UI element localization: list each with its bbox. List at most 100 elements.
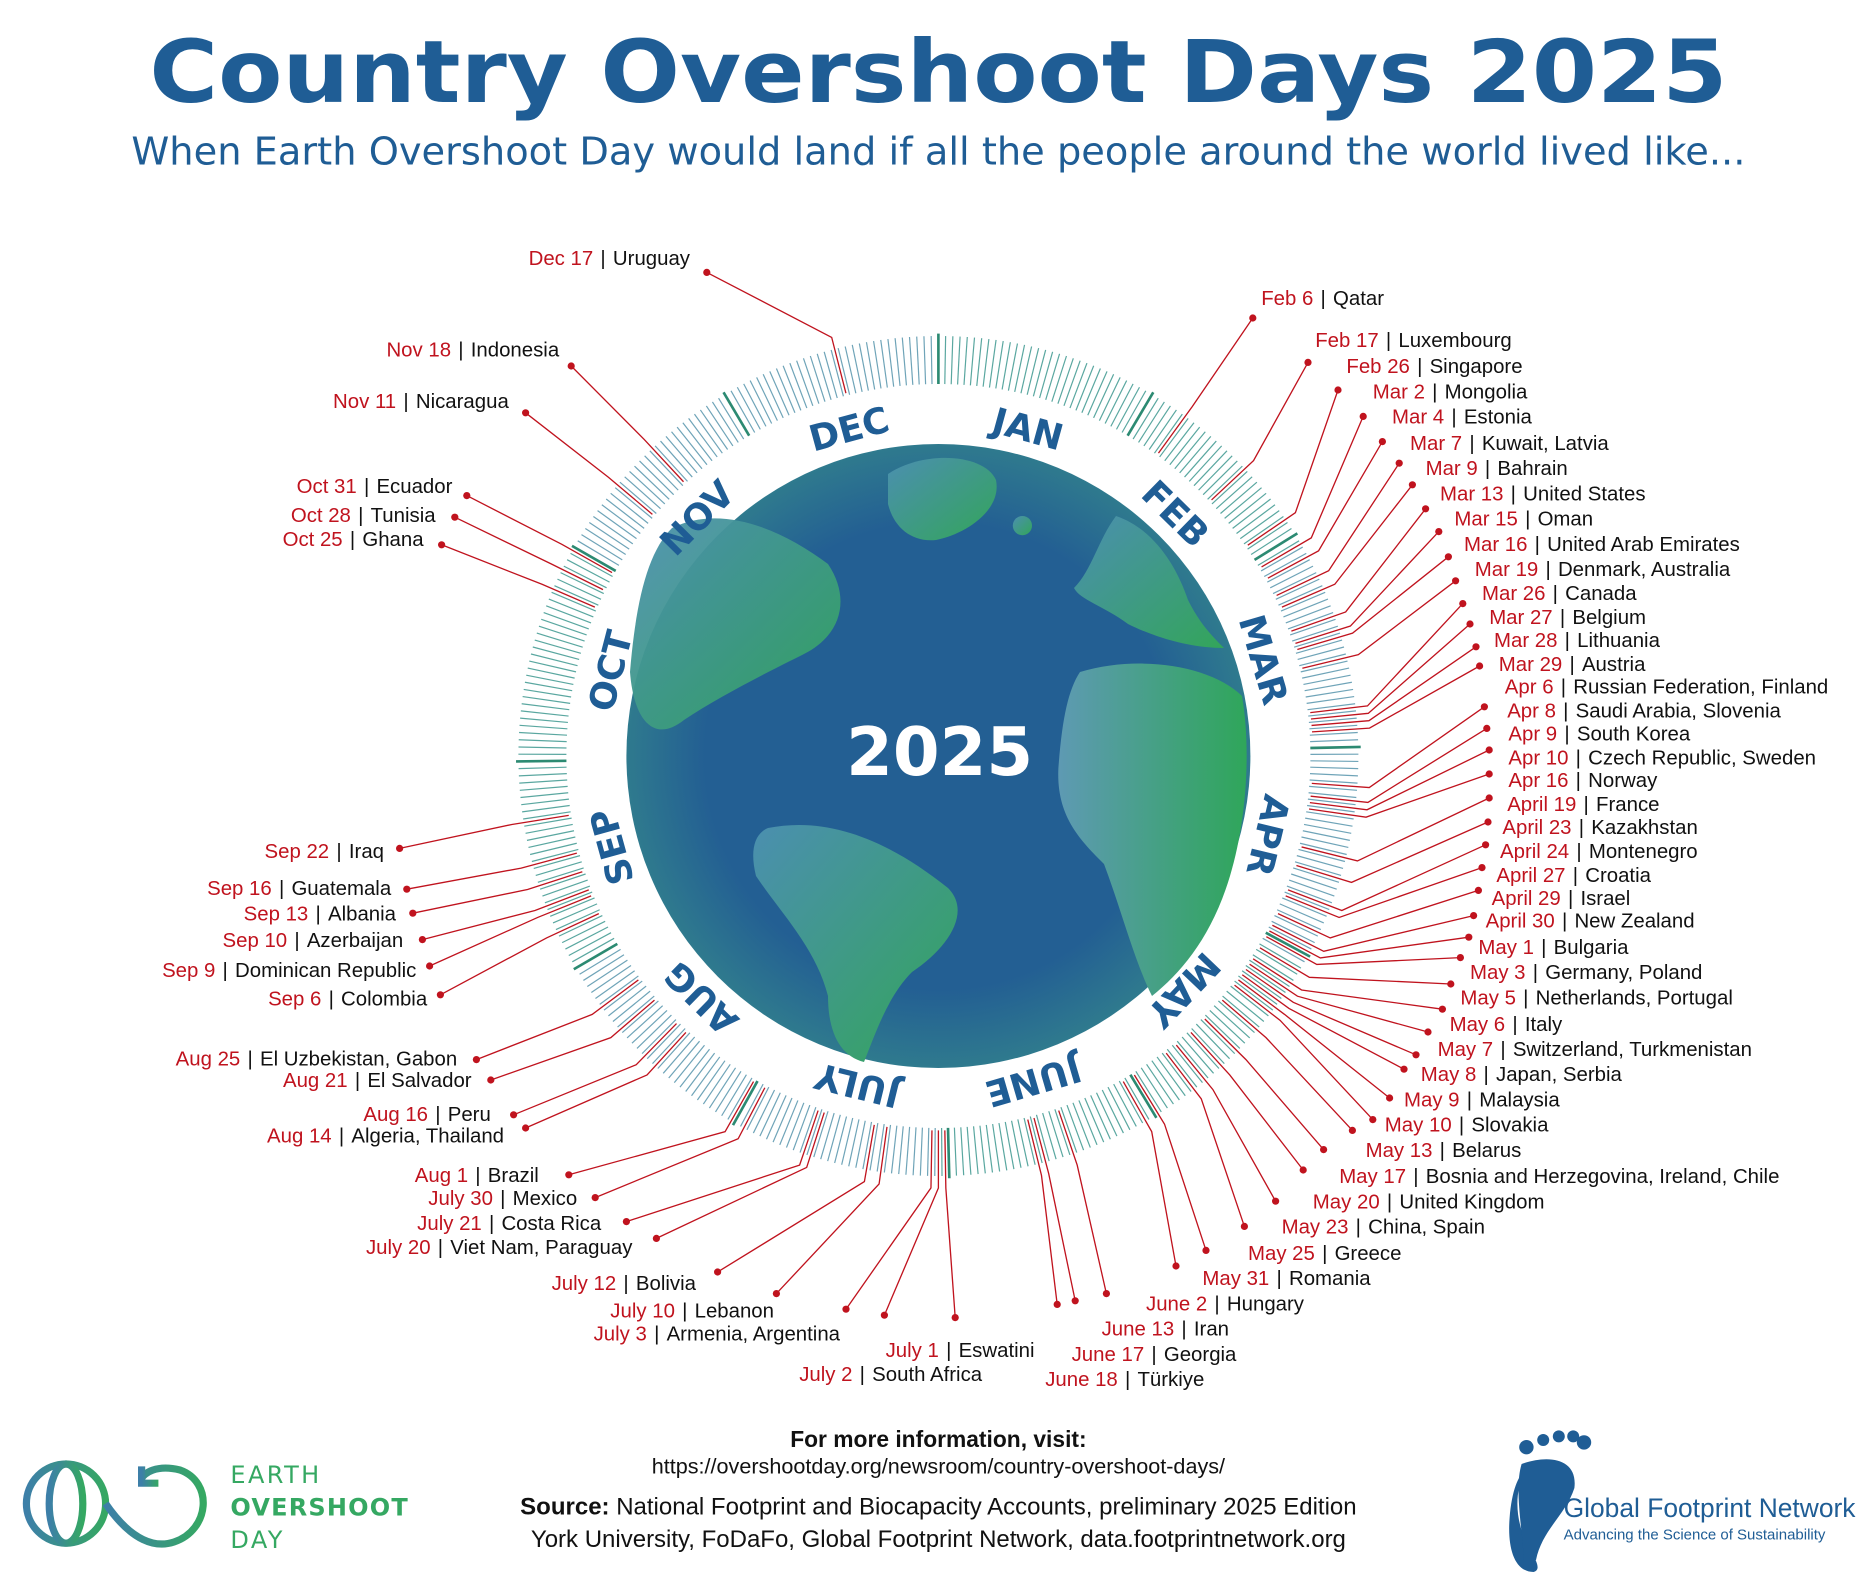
footprint-icon (1509, 1430, 1592, 1573)
day-tick (746, 1086, 770, 1131)
day-tick (646, 1023, 681, 1060)
country-label: May 25 | Greece (1248, 1243, 1401, 1265)
day-tick (617, 995, 655, 1028)
day-tick (869, 1122, 879, 1171)
overshoot-date: May 7 (1438, 1039, 1494, 1061)
day-tick (551, 591, 597, 612)
leader-dot (1369, 1116, 1377, 1124)
day-tick (1010, 1120, 1022, 1168)
separator: | (1576, 770, 1581, 792)
day-tick (579, 948, 621, 975)
day-tick (714, 1070, 742, 1113)
day-tick (1023, 1117, 1036, 1165)
day-tick (1138, 401, 1165, 443)
country-names: Norway (1588, 770, 1658, 792)
separator: | (1432, 381, 1437, 403)
day-tick (752, 1089, 776, 1134)
day-tick (1101, 1089, 1124, 1134)
leader-line (1122, 1081, 1177, 1267)
leader-dot (1470, 912, 1478, 920)
country-names: Hungary (1227, 1293, 1305, 1315)
country-label: Sep 6 | Colombia (268, 989, 428, 1011)
leader-dot (1202, 1246, 1210, 1254)
day-tick (1115, 386, 1140, 430)
leader-line (1310, 727, 1488, 804)
leader-line (1234, 984, 1374, 1121)
day-tick (534, 639, 582, 654)
day-tick (699, 409, 729, 450)
separator: | (355, 1070, 360, 1092)
leader-line (1033, 1117, 1076, 1301)
country-label: Apr 8 | Saudi Arabia, Slovenia (1507, 701, 1781, 723)
separator: | (458, 339, 463, 361)
country-names: Azerbaijan (307, 930, 403, 952)
day-tick (1283, 598, 1329, 618)
day-tick (722, 391, 751, 437)
separator: | (1512, 1014, 1517, 1036)
day-tick (919, 1127, 923, 1176)
day-tick (1048, 1111, 1064, 1158)
more-info-link[interactable]: https://overshootday.org/newsroom/countr… (652, 1454, 1225, 1479)
country-label: July 10 | Lebanon (610, 1301, 774, 1323)
day-tick (557, 578, 602, 600)
leader-dot (880, 1311, 889, 1319)
leader-line (422, 889, 590, 941)
day-tick (1265, 931, 1311, 958)
day-tick (631, 1009, 668, 1044)
leader-dot (409, 909, 417, 917)
day-tick (901, 337, 908, 386)
day-tick (1306, 811, 1354, 820)
day-tick (894, 338, 901, 387)
day-tick (583, 954, 625, 981)
day-tick (1017, 1119, 1029, 1167)
leader-line (1175, 1044, 1277, 1202)
overshoot-date: Mar 13 (1440, 483, 1503, 505)
leader-line (1287, 844, 1486, 912)
day-tick (1228, 492, 1267, 524)
day-tick (561, 920, 606, 944)
country-label: July 30 | Mexico (428, 1188, 577, 1210)
overshoot-date: May 5 (1460, 987, 1516, 1009)
country-label: May 9 | Malaysia (1404, 1089, 1560, 1111)
day-tick (1278, 585, 1323, 606)
separator: | (294, 930, 299, 952)
day-tick (601, 504, 641, 534)
country-names: United Arab Emirates (1547, 534, 1740, 556)
country-names: Bulgaria (1554, 937, 1629, 959)
separator: | (1151, 1344, 1156, 1366)
separator: | (500, 1188, 505, 1210)
eod-word-1: EARTH (230, 1461, 321, 1489)
day-tick (1148, 409, 1177, 450)
day-tick (621, 1000, 659, 1033)
separator: | (682, 1301, 687, 1323)
separator: | (1276, 1268, 1281, 1290)
day-tick (756, 377, 778, 421)
separator: | (860, 1364, 865, 1386)
country-label: June 18 | Türkiye (1045, 1369, 1204, 1391)
day-tick (957, 336, 961, 385)
day-tick (525, 823, 573, 834)
overshoot-date: April 23 (1502, 817, 1571, 839)
leader-dot (1320, 1146, 1328, 1154)
day-tick (1004, 1121, 1015, 1170)
day-tick (1255, 948, 1298, 975)
country-names: Slovakia (1471, 1115, 1549, 1137)
separator: | (1565, 630, 1570, 652)
leader-line (1133, 1074, 1207, 1251)
day-tick (1029, 1116, 1043, 1164)
leader-dot (591, 1194, 599, 1202)
day-tick (519, 731, 568, 736)
day-tick (1282, 897, 1327, 917)
separator: | (654, 1323, 659, 1345)
day-tick (1121, 390, 1147, 433)
day-tick (966, 1126, 972, 1175)
day-tick (858, 343, 869, 391)
separator: | (1485, 458, 1490, 480)
leader-line (441, 544, 596, 608)
leader-dot (1422, 505, 1430, 513)
leader-line (429, 895, 592, 967)
day-tick (851, 344, 863, 393)
separator: | (435, 1104, 440, 1126)
day-tick (597, 510, 637, 540)
country-names: Georgia (1164, 1344, 1237, 1366)
